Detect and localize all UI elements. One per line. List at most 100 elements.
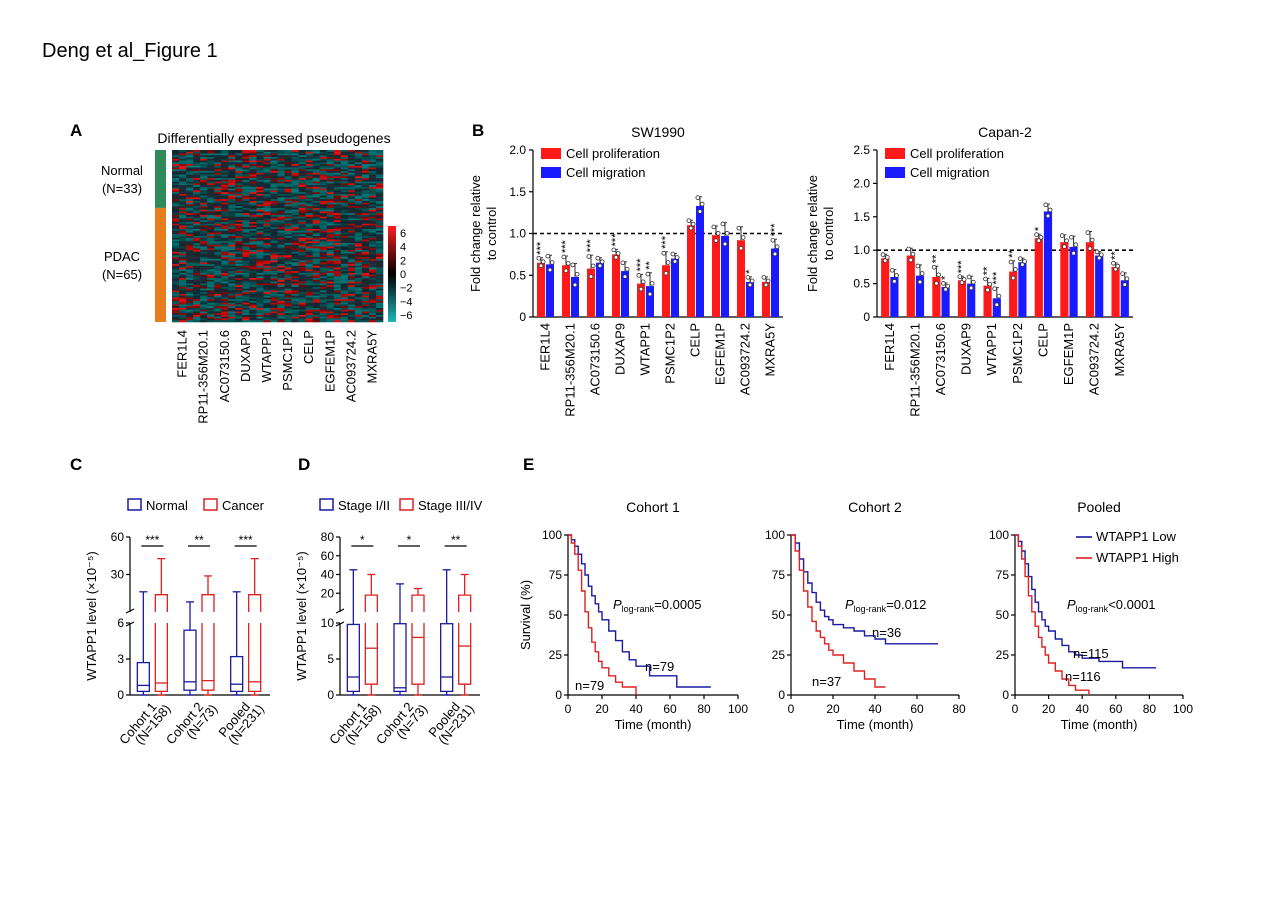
heatmap-cell bbox=[221, 264, 229, 267]
heatmap-cell bbox=[305, 265, 313, 268]
heatmap-cell bbox=[312, 260, 320, 263]
heatmap-cell bbox=[347, 169, 356, 172]
heatmap-cell bbox=[186, 306, 194, 309]
heatmap-cell bbox=[361, 197, 370, 200]
heatmap-cell bbox=[270, 244, 278, 247]
heatmap-cell bbox=[354, 160, 363, 163]
heatmap-cell bbox=[235, 167, 243, 170]
heatmap-cell bbox=[242, 223, 250, 226]
heatmap-cell bbox=[207, 207, 215, 210]
heatmap-cell bbox=[193, 309, 201, 312]
heatmap-cell bbox=[228, 262, 236, 265]
heatmap-cell bbox=[263, 179, 271, 182]
heatmap-cell bbox=[319, 292, 328, 295]
heatmap-cell bbox=[305, 250, 313, 253]
heatmap-cell bbox=[200, 257, 208, 260]
heatmap-cell bbox=[326, 230, 335, 233]
heatmap-cell bbox=[375, 283, 384, 286]
heatmap-cell bbox=[291, 286, 299, 289]
heatmap-cell bbox=[186, 167, 194, 170]
y-tick-label: 0 bbox=[117, 688, 124, 702]
heatmap-cell bbox=[228, 320, 236, 323]
heatmap-cell bbox=[235, 278, 243, 281]
heatmap-cell bbox=[256, 320, 264, 323]
heatmap-cell bbox=[256, 151, 264, 154]
heatmap-cell bbox=[354, 220, 363, 223]
heatmap-cell bbox=[270, 216, 278, 219]
heatmap-cell bbox=[270, 188, 278, 191]
bar-migration bbox=[1095, 255, 1104, 317]
heatmap-cell bbox=[291, 172, 299, 175]
bar-proliferation bbox=[562, 265, 570, 317]
heatmap-cell bbox=[284, 197, 292, 200]
heatmap-cell bbox=[305, 258, 313, 261]
heatmap-cell bbox=[186, 230, 194, 233]
heatmap-cell bbox=[319, 271, 328, 274]
heatmap-cell bbox=[179, 241, 187, 244]
heatmap-cell bbox=[347, 274, 356, 277]
data-point bbox=[1120, 271, 1125, 276]
heatmap-cell bbox=[368, 218, 377, 221]
heatmap-cell bbox=[284, 258, 292, 261]
heatmap-cell bbox=[333, 309, 342, 312]
heatmap-cell bbox=[207, 314, 215, 318]
heatmap-cell bbox=[277, 178, 285, 181]
y-tick-label: 100 bbox=[765, 528, 785, 542]
heatmap-cell bbox=[326, 293, 335, 296]
heatmap-cell bbox=[179, 281, 187, 284]
heatmap-cell bbox=[179, 176, 187, 179]
heatmap-cell bbox=[319, 311, 328, 314]
heatmap-cell bbox=[235, 313, 243, 316]
heatmap-cell bbox=[242, 290, 250, 293]
heatmap-cell bbox=[200, 190, 208, 193]
data-point bbox=[647, 291, 653, 297]
heatmap-cell bbox=[249, 276, 257, 279]
heatmap-cell bbox=[347, 197, 356, 200]
heatmap-cell bbox=[291, 262, 299, 265]
data-point bbox=[697, 209, 703, 214]
heatmap-cells bbox=[172, 150, 384, 323]
heatmap-cell bbox=[179, 313, 187, 316]
heatmap-cell bbox=[249, 271, 257, 274]
heatmap-cell bbox=[186, 227, 194, 230]
heatmap-cell bbox=[375, 306, 384, 309]
heatmap-cell bbox=[305, 255, 313, 258]
heatmap-cell bbox=[340, 188, 349, 191]
heatmap-cell bbox=[179, 293, 187, 296]
x-tick-label: RP11-356M20.1 bbox=[907, 323, 922, 417]
heatmap-cell bbox=[270, 206, 278, 209]
heatmap-cell bbox=[186, 164, 194, 167]
heatmap-cell bbox=[172, 260, 180, 263]
heatmap-cell bbox=[193, 283, 201, 286]
heatmap-cell bbox=[347, 241, 356, 244]
heatmap-cell bbox=[291, 211, 299, 214]
heatmap-cell bbox=[375, 160, 384, 163]
y-tick-label: 10 bbox=[321, 616, 335, 630]
heatmap-cell bbox=[319, 160, 328, 163]
heatmap-cell bbox=[375, 164, 384, 167]
heatmap-cell bbox=[263, 192, 271, 195]
heatmap-cell bbox=[284, 232, 292, 235]
heatmap-cell bbox=[277, 171, 285, 174]
heatmap-cell bbox=[270, 304, 278, 307]
heatmap-cell bbox=[319, 293, 328, 296]
heatmap-cell bbox=[256, 288, 264, 291]
significance-mark: ** bbox=[982, 266, 994, 275]
heatmap-cell bbox=[284, 195, 292, 198]
heatmap-cell bbox=[277, 267, 285, 270]
heatmap-cell bbox=[172, 283, 180, 286]
heatmap-cell bbox=[333, 251, 342, 254]
data-point bbox=[971, 279, 976, 285]
heatmap-cell bbox=[249, 199, 257, 202]
heatmap-cell bbox=[368, 172, 377, 175]
heatmap-cell bbox=[340, 220, 349, 223]
heatmap-cell bbox=[368, 307, 377, 311]
heatmap-cell bbox=[249, 162, 257, 165]
heatmap-cell bbox=[354, 237, 363, 240]
heatmap-cell bbox=[312, 281, 320, 284]
heatmap-cell bbox=[354, 316, 363, 319]
heatmap-cell bbox=[235, 188, 243, 191]
heatmap-cell bbox=[228, 243, 236, 246]
heatmap-cell bbox=[235, 181, 243, 184]
heatmap-cell bbox=[200, 153, 208, 156]
